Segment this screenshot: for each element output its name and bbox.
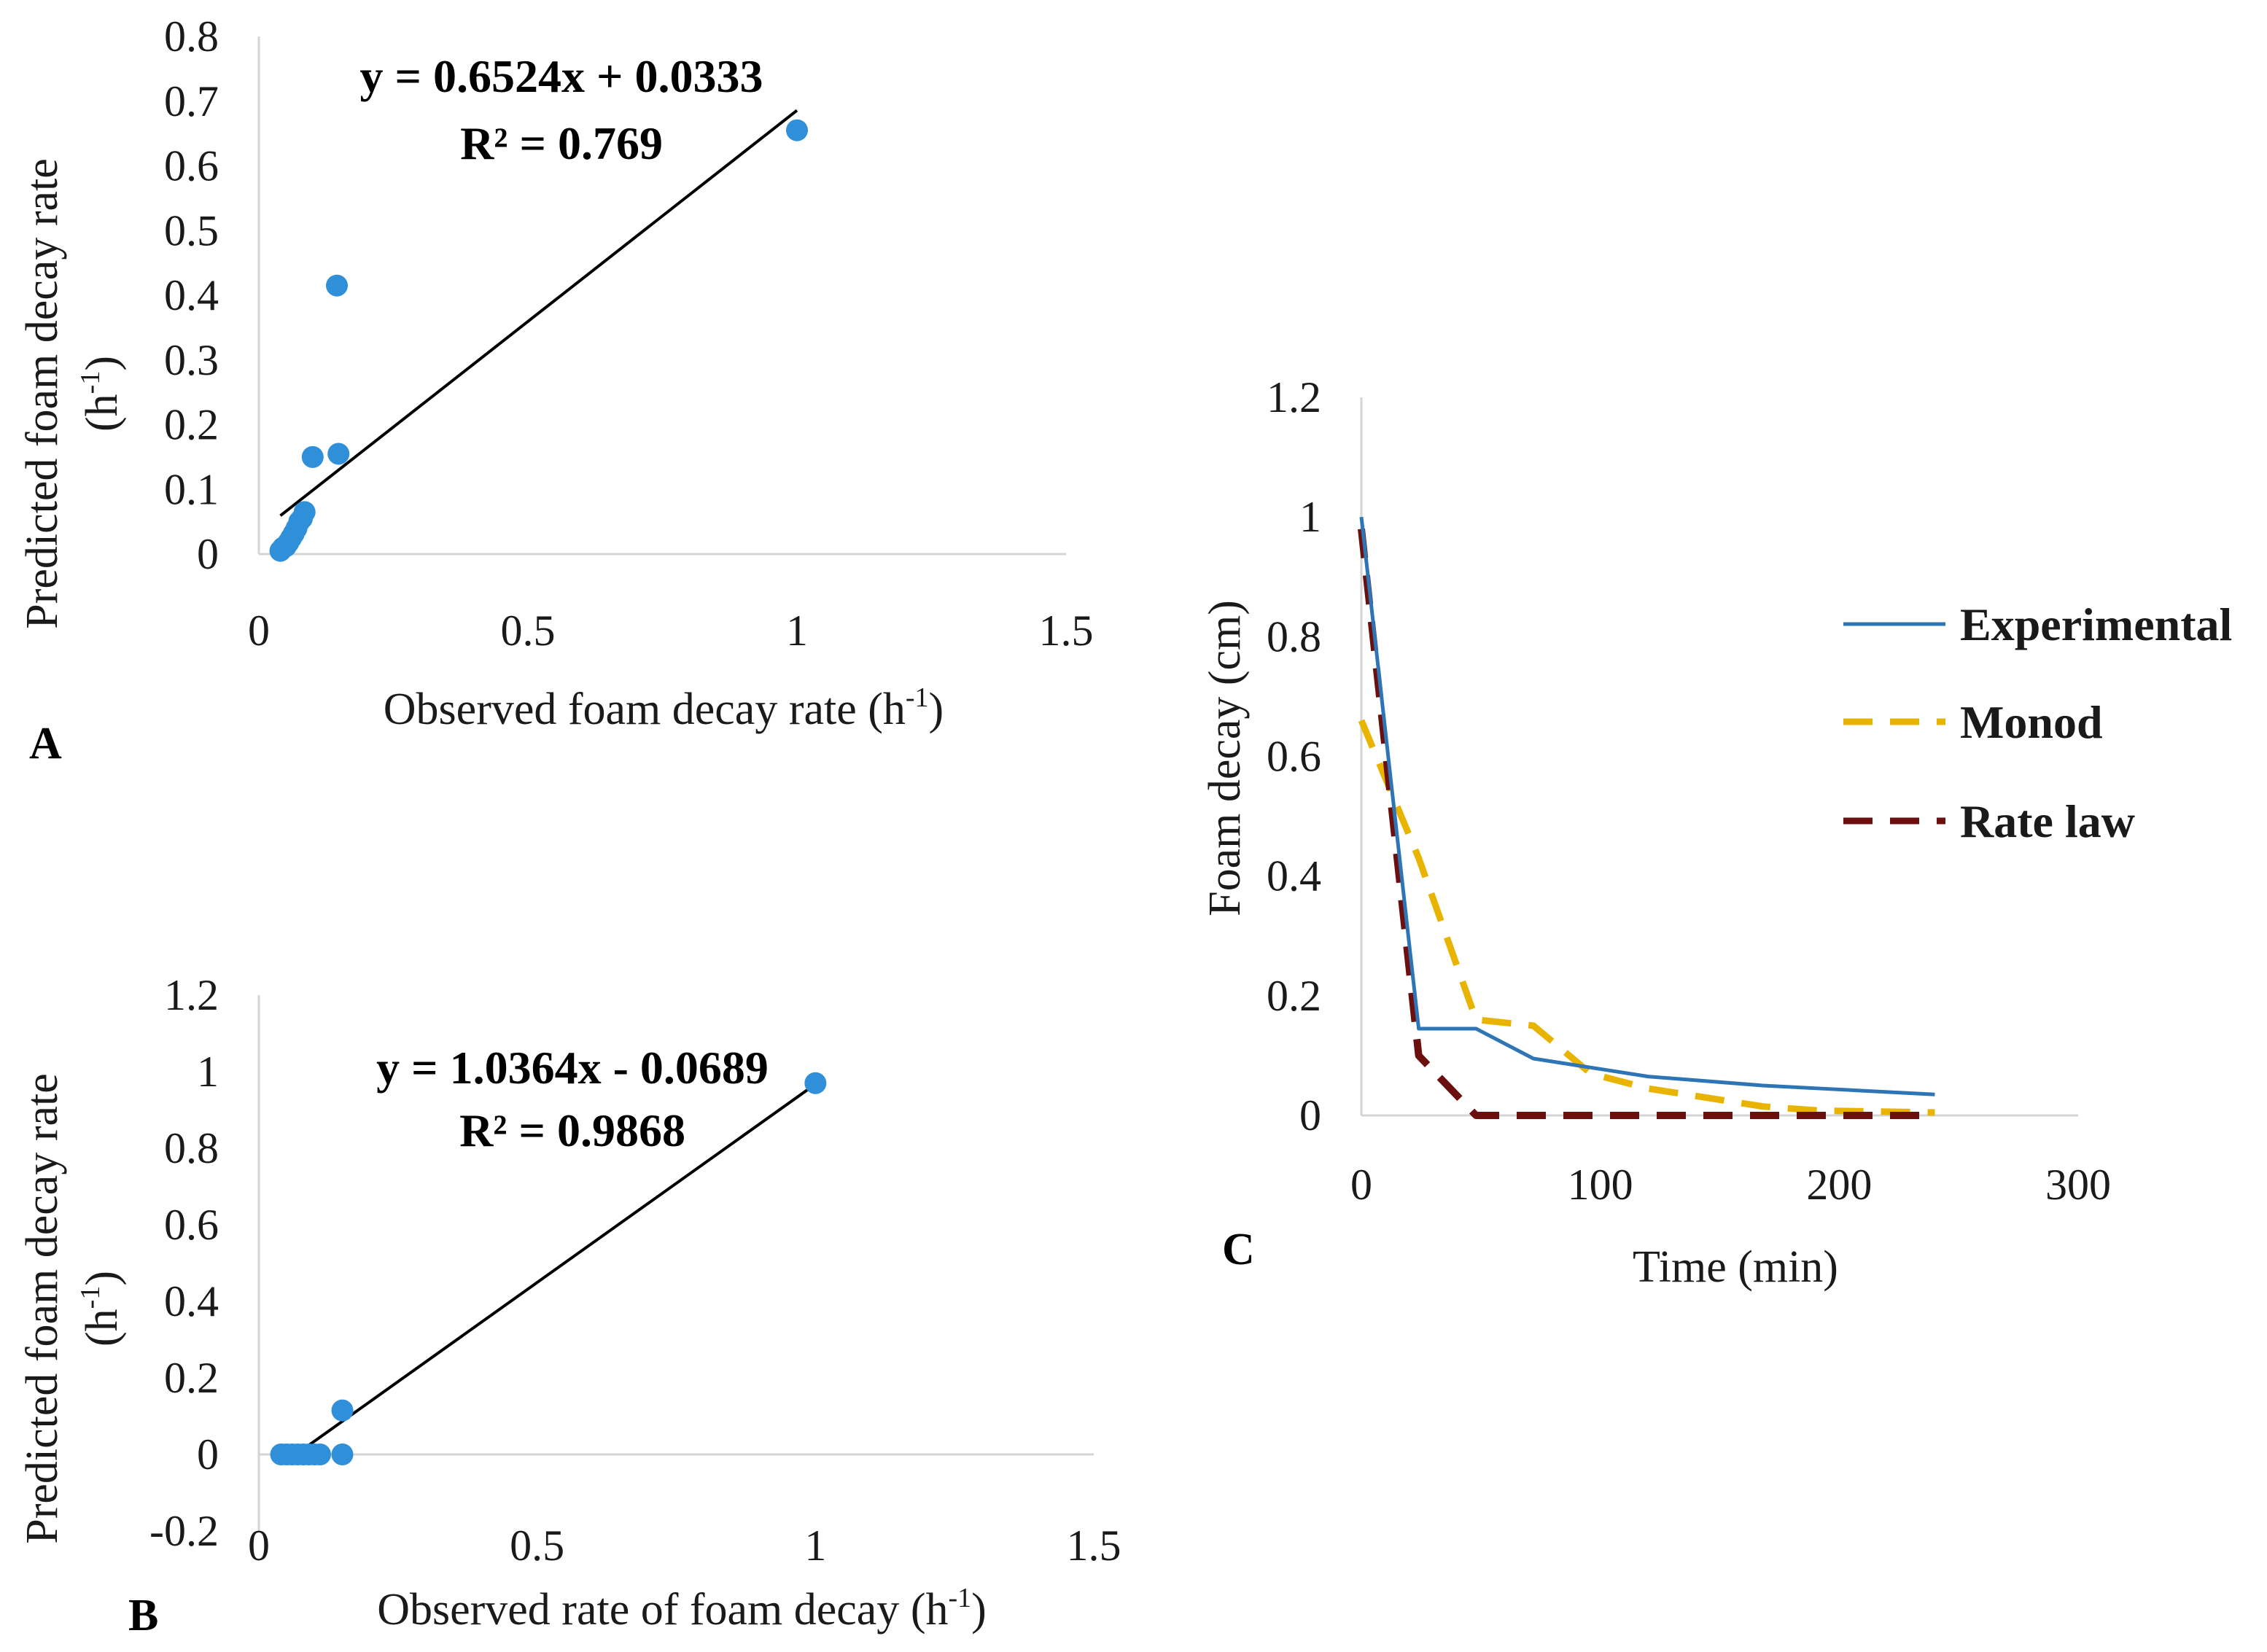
c-y-tick-label: 0.6 xyxy=(1267,733,1321,781)
c-y-tick-label: 0.4 xyxy=(1267,852,1321,900)
panel-a-scatter: 0 0.5 1 1.5 0 0.1 0.2 0.3 0.4 0.5 0.6 0.7 0.8 y = 0.… xyxy=(18,12,1094,768)
c-x-tick-label: 300 xyxy=(2045,1161,2111,1209)
a-data-point xyxy=(326,274,349,297)
b-y-tick-label: 1.2 xyxy=(164,971,219,1019)
b-data-point xyxy=(308,1443,331,1465)
b-x-tick-label: 0 xyxy=(248,1522,270,1570)
c-y-tick-label: 0.8 xyxy=(1267,612,1321,661)
panel-c-x-axis-label: Time (min) xyxy=(1633,1242,1838,1292)
b-y-tick-label: -0.2 xyxy=(149,1507,219,1555)
b-y-tick-label: 0.2 xyxy=(164,1354,219,1402)
panel-a-trendline-group xyxy=(279,109,798,517)
panel-b-equation: y = 1.0364x - 0.0689 xyxy=(376,1042,769,1094)
panel-b-r-squared: R² = 0.9868 xyxy=(459,1104,685,1156)
panel-b-scatter: 0 0.5 1 1.5 -0.2 0 0.2 0.4 0.6 0.8 1 1.2 y = 1.0364… xyxy=(18,971,1121,1640)
a-data-point xyxy=(786,119,808,141)
c-y-tick-label: 1 xyxy=(1299,493,1321,541)
panel-a-points xyxy=(269,119,808,562)
panel-b-ticks: 0 0.5 1 1.5 -0.2 0 0.2 0.4 0.6 0.8 1 1.2 xyxy=(149,971,1121,1570)
a-data-point xyxy=(293,501,316,523)
c-series-line-monod xyxy=(1358,719,1935,1116)
b-data-point xyxy=(804,1072,827,1094)
panel-a-equation: y = 0.6524x + 0.0333 xyxy=(360,50,763,102)
c-series-line-rate-law xyxy=(1358,529,1935,1119)
a-y-tick-label: 0.6 xyxy=(164,142,219,190)
panel-b-x-axis-label: Observed rate of foam decay (h-1) xyxy=(377,1583,987,1635)
b-y-tick-label: 1 xyxy=(197,1048,219,1096)
a-y-tick-label: 0.2 xyxy=(164,401,219,449)
panel-c-legend: Experimental Monod Rate law xyxy=(1843,599,2232,847)
panel-a-label: A xyxy=(29,719,62,768)
c-x-tick-label: 0 xyxy=(1350,1161,1372,1209)
panel-b-y-axis-label: Predicted foam decay rate xyxy=(18,1073,67,1544)
legend-label-rate-law: Rate law xyxy=(1960,795,2135,847)
panel-c-series-lines xyxy=(1358,516,1935,1119)
panel-b-label: B xyxy=(128,1591,158,1640)
b-data-point xyxy=(331,1443,354,1465)
a-y-tick-label: 0.8 xyxy=(164,12,219,61)
panel-a-ticks: 0 0.5 1 1.5 0 0.1 0.2 0.3 0.4 0.5 0.6 0.7 0.8 xyxy=(164,12,1094,655)
b-y-tick-label: 0 xyxy=(197,1430,219,1478)
c-x-tick-label: 200 xyxy=(1806,1161,1872,1209)
panel-c-line-chart: 0 100 200 300 0 0.2 0.4 0.6 0.8 1 1.2 Time (min) F… xyxy=(1200,373,2232,1292)
b-y-tick-label: 0.6 xyxy=(164,1201,219,1249)
b-x-tick-label: 1 xyxy=(804,1522,826,1570)
panel-a-y-axis-unit: (h-1) xyxy=(75,356,127,432)
a-x-tick-label: 1 xyxy=(786,607,808,655)
a-y-tick-label: 0.5 xyxy=(164,206,219,254)
a-y-tick-label: 0.7 xyxy=(164,77,219,125)
a-y-tick-label: 0.3 xyxy=(164,336,219,384)
panel-a-axes xyxy=(257,36,1066,556)
panel-a-x-axis-label: Observed foam decay rate (h-1) xyxy=(384,682,944,734)
a-data-point xyxy=(327,443,350,465)
b-y-tick-label: 0.4 xyxy=(164,1277,219,1325)
panel-a-r-squared: R² = 0.769 xyxy=(460,117,663,169)
b-data-point xyxy=(331,1399,354,1422)
b-x-tick-label: 0.5 xyxy=(510,1522,564,1570)
a-data-point xyxy=(301,445,324,468)
panel-b-axes xyxy=(257,995,1094,1531)
panel-b-trendline-group xyxy=(295,1083,817,1456)
b-x-tick-label: 1.5 xyxy=(1067,1522,1121,1570)
legend-label-monod: Monod xyxy=(1960,696,2103,748)
panel-b-points xyxy=(270,1072,827,1465)
c-y-tick-label: 1.2 xyxy=(1267,373,1321,421)
c-y-tick-label: 0 xyxy=(1299,1091,1321,1139)
panel-a-y-axis-label: Predicted foam decay rate xyxy=(18,158,67,629)
a-x-tick-label: 1.5 xyxy=(1039,607,1094,655)
legend-label-experimental: Experimental xyxy=(1960,599,2232,650)
panel-b-y-axis-unit: (h-1) xyxy=(75,1271,127,1347)
panel-c-ticks: 0 100 200 300 0 0.2 0.4 0.6 0.8 1 1.2 xyxy=(1267,373,2111,1209)
panel-c-y-axis-label: Foam decay (cm) xyxy=(1200,600,1250,916)
b-y-tick-label: 0.8 xyxy=(164,1124,219,1172)
c-series-line-experimental xyxy=(1359,516,1935,1096)
a-y-tick-label: 0.1 xyxy=(164,465,219,513)
a-trendline xyxy=(279,109,798,517)
a-x-tick-label: 0 xyxy=(248,607,270,655)
b-trendline xyxy=(295,1083,817,1456)
a-y-tick-label: 0.4 xyxy=(164,271,219,319)
panel-c-label: C xyxy=(1222,1225,1255,1274)
a-x-tick-label: 0.5 xyxy=(501,607,556,655)
c-x-tick-label: 100 xyxy=(1568,1161,1633,1209)
c-y-tick-label: 0.2 xyxy=(1267,972,1321,1020)
a-y-tick-label: 0 xyxy=(197,530,219,578)
